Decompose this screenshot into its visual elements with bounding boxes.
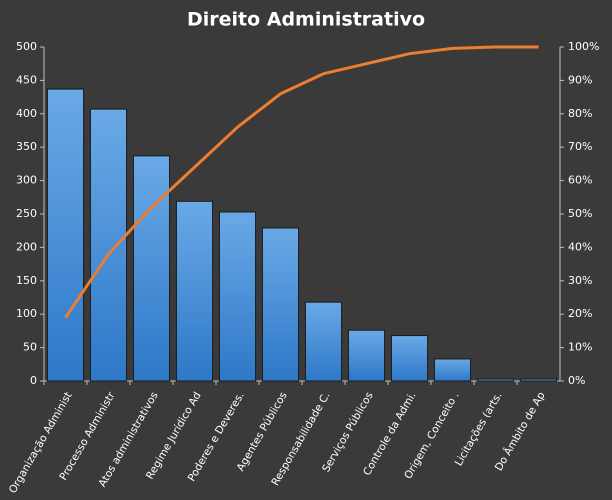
bar	[433, 358, 472, 382]
chart-title: Direito Administrativo	[187, 9, 425, 31]
y2-tick-label: 70%	[568, 140, 592, 153]
y2-tick-label: 30%	[568, 274, 592, 287]
bar	[46, 88, 85, 382]
y-tick-label: 50	[23, 341, 37, 354]
y2-tick-label: 60%	[568, 174, 592, 187]
bar	[476, 378, 515, 382]
bar	[175, 200, 214, 382]
bar	[132, 155, 171, 382]
y2-tick-label: 0%	[568, 374, 585, 387]
y2-tick-label: 20%	[568, 307, 592, 320]
y-tick-label: 450	[16, 73, 37, 86]
y2-tick-label: 10%	[568, 341, 592, 354]
y-tick-label: 0	[30, 374, 37, 387]
y2-tick-label: 100%	[568, 40, 599, 53]
y-tick-label: 250	[16, 207, 37, 220]
y-tick-label: 350	[16, 140, 37, 153]
y2-tick-label: 80%	[568, 107, 592, 120]
bar	[347, 329, 386, 382]
cumulative-line	[64, 45, 539, 319]
y2-tick-label: 50%	[568, 207, 592, 220]
y-tick-label: 300	[16, 174, 37, 187]
bar	[261, 227, 300, 382]
y-tick-label: 500	[16, 40, 37, 53]
y2-tick-label: 40%	[568, 240, 592, 253]
y2-tick-label: 90%	[568, 73, 592, 86]
bar	[390, 335, 429, 382]
bar	[519, 378, 558, 382]
y-tick-label: 100	[16, 307, 37, 320]
y-tick-label: 150	[16, 274, 37, 287]
bar	[304, 301, 343, 382]
bar	[218, 211, 257, 382]
bar	[89, 108, 128, 382]
y-tick-label: 400	[16, 107, 37, 120]
y-tick-label: 200	[16, 240, 37, 253]
